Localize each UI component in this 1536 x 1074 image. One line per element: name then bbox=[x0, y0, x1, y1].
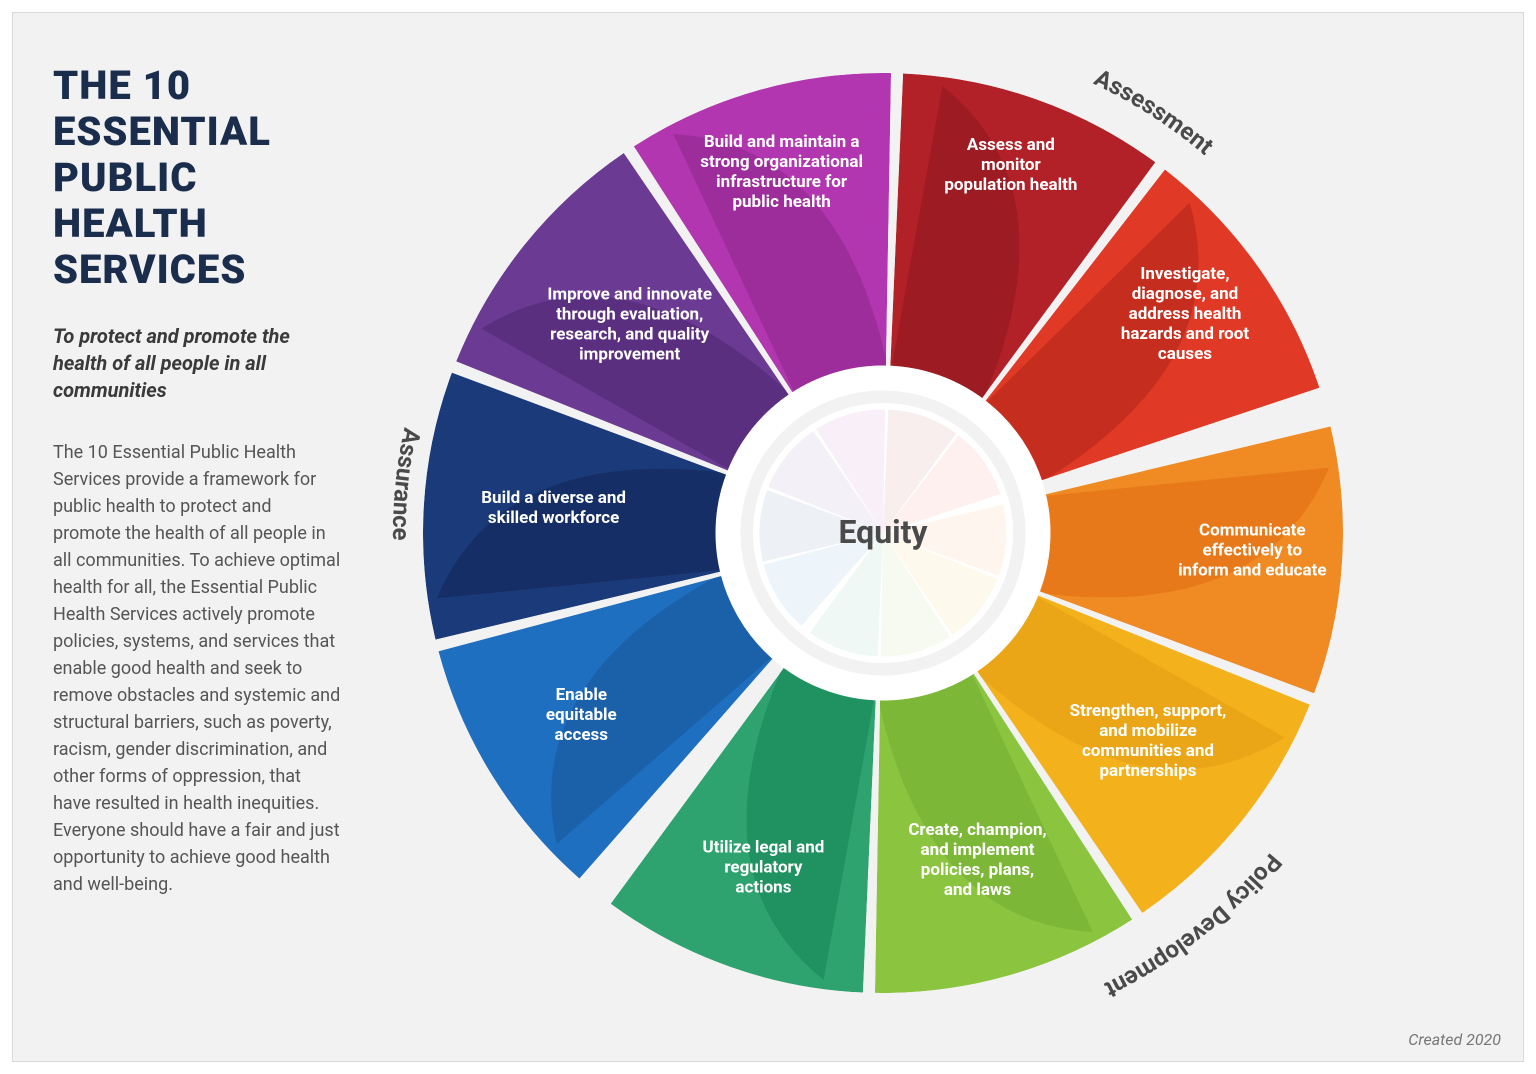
text-panel: THE 10 ESSENTIAL PUBLIC HEALTH SERVICES … bbox=[13, 13, 373, 1061]
segment-label: Enableequitableaccess bbox=[546, 685, 617, 745]
page-title: THE 10 ESSENTIAL PUBLIC HEALTH SERVICES bbox=[53, 63, 343, 293]
infographic-container: THE 10 ESSENTIAL PUBLIC HEALTH SERVICES … bbox=[12, 12, 1524, 1062]
body-text: The 10 Essential Public Health Services … bbox=[53, 439, 343, 898]
wheel-chart: Assess andmonitorpopulation healthInvest… bbox=[373, 13, 1513, 1063]
group-label: Assurance bbox=[387, 426, 426, 541]
chart-panel: Assess andmonitorpopulation healthInvest… bbox=[373, 13, 1523, 1061]
center-label: Equity bbox=[838, 513, 928, 551]
segment-label: Build a diverse andskilled workforce bbox=[481, 488, 626, 528]
footer-note: Created 2020 bbox=[1408, 1030, 1501, 1049]
subtitle: To protect and promote the health of all… bbox=[53, 323, 343, 404]
